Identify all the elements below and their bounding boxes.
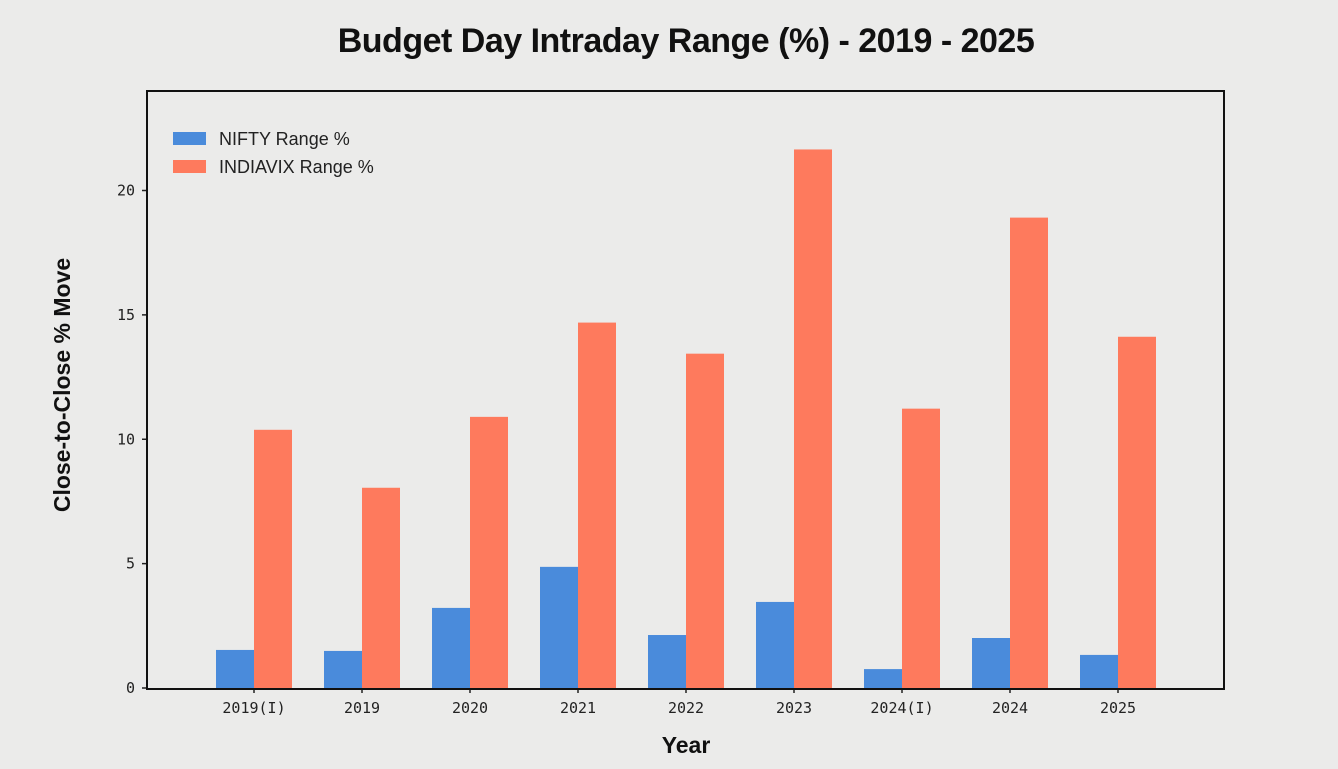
y-tick-label: 0 xyxy=(126,679,135,697)
nifty-bar xyxy=(972,638,1010,688)
indiavix-bar xyxy=(254,429,292,688)
y-tick-label: 10 xyxy=(117,430,135,448)
indiavix-bar xyxy=(362,487,400,688)
nifty-bar xyxy=(756,601,794,688)
x-tick-label: 2024(I) xyxy=(870,699,933,717)
nifty-bar xyxy=(324,650,362,688)
legend-label: INDIAVIX Range % xyxy=(219,157,374,177)
indiavix-bar xyxy=(1118,336,1156,688)
nifty-bar xyxy=(432,607,470,688)
nifty-bar xyxy=(1080,654,1118,688)
indiavix-bar xyxy=(470,416,508,688)
plot-frame xyxy=(146,90,1225,690)
legend-swatch xyxy=(173,132,206,145)
legend-label: NIFTY Range % xyxy=(219,129,350,149)
y-tick-label: 5 xyxy=(126,555,135,573)
indiavix-bar xyxy=(578,322,616,688)
indiavix-bar xyxy=(902,408,940,688)
nifty-bar xyxy=(648,635,686,688)
x-axis-label: Year xyxy=(662,732,711,758)
nifty-bar xyxy=(216,649,254,688)
x-tick-label: 2023 xyxy=(776,699,812,717)
x-tick-label: 2024 xyxy=(992,699,1028,717)
indiavix-bar xyxy=(686,353,724,688)
indiavix-bar xyxy=(1010,217,1048,688)
nifty-bar xyxy=(864,669,902,688)
x-tick-label: 2020 xyxy=(452,699,488,717)
x-tick-label: 2022 xyxy=(668,699,704,717)
nifty-bar xyxy=(540,566,578,688)
y-axis-label: Close-to-Close % Move xyxy=(49,258,75,512)
indiavix-bar xyxy=(794,149,832,689)
x-tick-label: 2025 xyxy=(1100,699,1136,717)
x-tick-label: 2021 xyxy=(560,699,596,717)
x-tick-label: 2019(I) xyxy=(222,699,285,717)
x-tick-label: 2019 xyxy=(344,699,380,717)
chart-title: Budget Day Intraday Range (%) - 2019 - 2… xyxy=(337,22,1035,60)
y-tick-label: 15 xyxy=(117,306,135,324)
y-tick-label: 20 xyxy=(117,182,135,200)
legend-swatch xyxy=(173,160,206,173)
